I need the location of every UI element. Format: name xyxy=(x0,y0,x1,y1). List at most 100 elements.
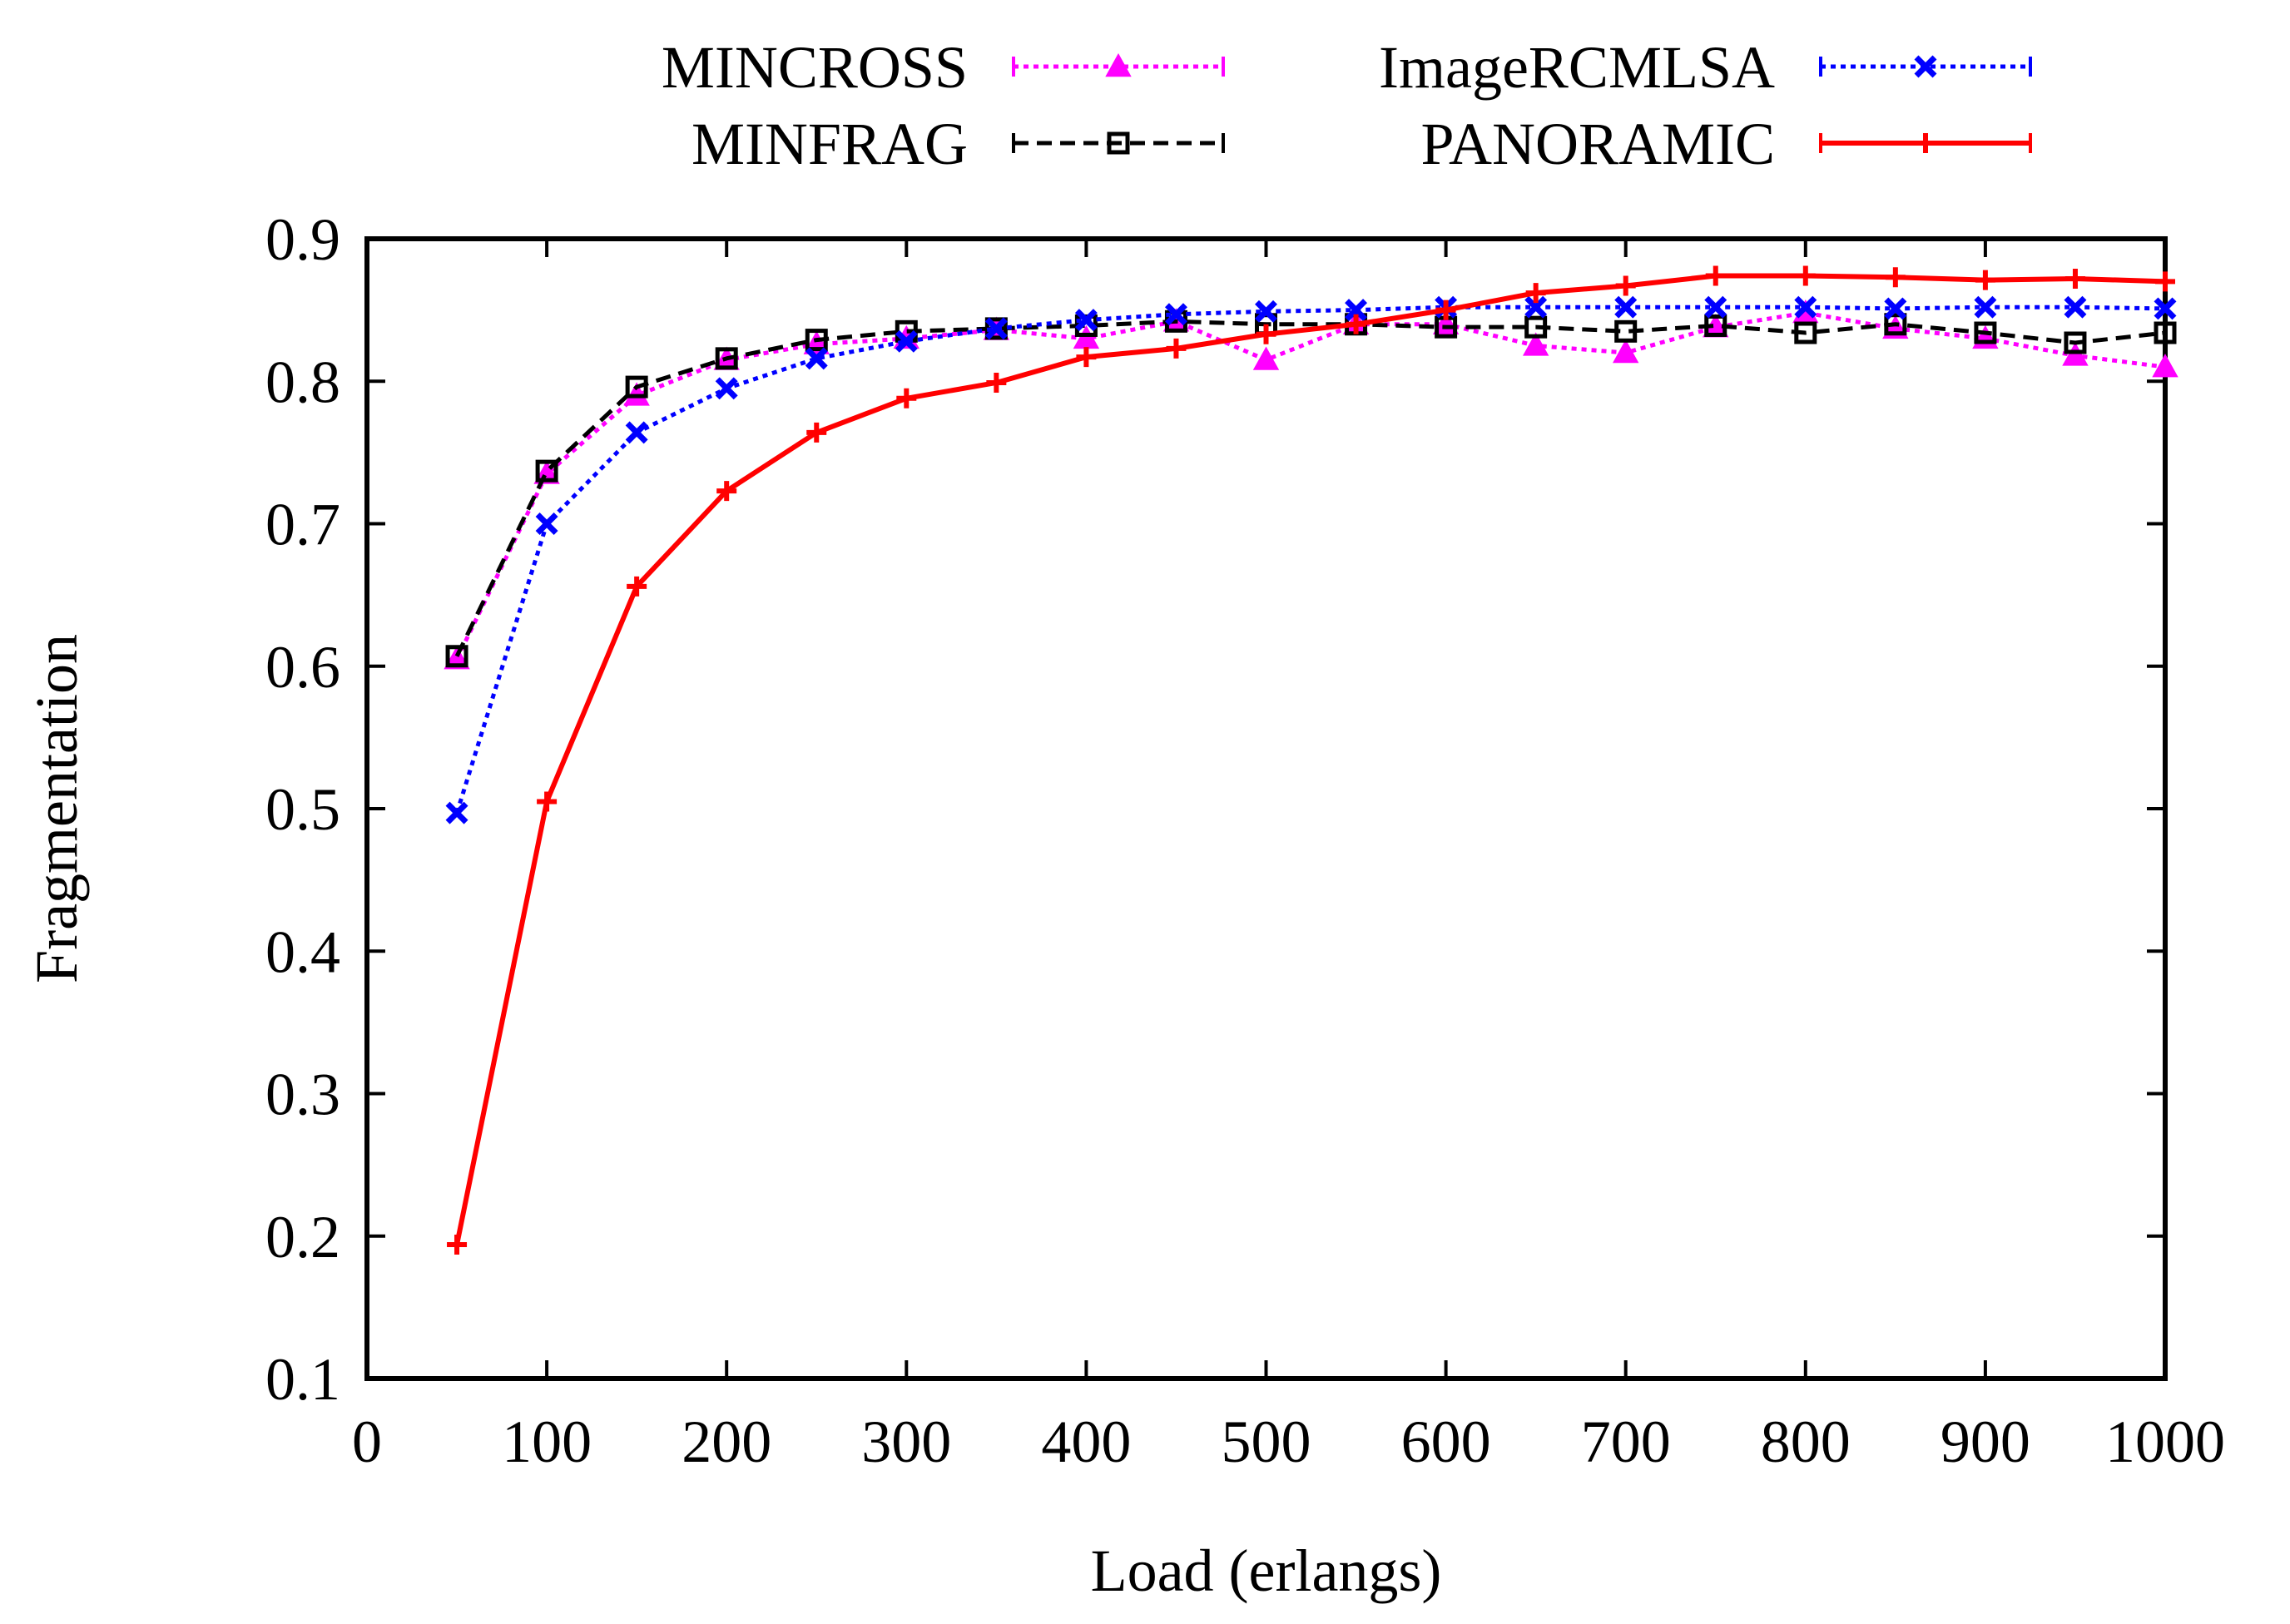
data-point-panoramic xyxy=(1256,324,1276,344)
data-point-minfrag xyxy=(535,459,558,483)
legend-marker xyxy=(1105,52,1132,77)
series-mincross xyxy=(444,299,2178,670)
data-point-panoramic xyxy=(2155,271,2175,292)
data-point-minfrag xyxy=(1974,321,1997,344)
y-tick-label: 0.5 xyxy=(265,776,340,843)
data-point-imagercmlsa xyxy=(445,801,468,824)
ticks-layer: 0 100 200 300 400 500 600 700 800 900 1000 0.1 0.2 0.… xyxy=(265,206,2225,1475)
x-tick-label: 300 xyxy=(861,1409,951,1475)
x-tick-label: 600 xyxy=(1401,1409,1491,1475)
data-point-imagercmlsa xyxy=(2154,297,2177,320)
data-point-imagercmlsa xyxy=(625,421,648,444)
data-point-imagercmlsa xyxy=(805,347,828,370)
data-point-minfrag xyxy=(1524,315,1548,339)
data-point-minfrag xyxy=(1794,321,1817,344)
legend-label: MINFRAG xyxy=(691,111,968,177)
legend-marker xyxy=(1107,131,1130,155)
data-point-imagercmlsa xyxy=(715,377,738,400)
series-panoramic xyxy=(447,265,2175,1255)
x-tick-label: 1000 xyxy=(2105,1409,2225,1475)
y-tick-label: 0.2 xyxy=(265,1204,340,1270)
series-layer xyxy=(444,265,2178,1255)
x-axis-label: Load (erlangs) xyxy=(1091,1537,1442,1604)
data-point-mincross xyxy=(1252,346,1280,370)
data-point-imagercmlsa xyxy=(1614,295,1638,319)
y-tick-label: 0.1 xyxy=(265,1346,340,1413)
series-line-minfrag xyxy=(454,319,2166,657)
data-point-panoramic xyxy=(1346,314,1366,334)
data-point-panoramic xyxy=(2064,268,2085,289)
x-tick-label: 800 xyxy=(1761,1409,1851,1475)
y-tick-label: 0.3 xyxy=(265,1062,340,1128)
legend-entry-mincross: MINCROSS xyxy=(662,34,1225,101)
series-line-imagercmlsa xyxy=(454,304,2166,814)
data-point-minfrag xyxy=(805,329,828,352)
legend-marker xyxy=(1914,55,1937,78)
series-line-panoramic xyxy=(454,273,2166,1245)
data-point-panoramic xyxy=(1076,347,1097,368)
y-tick-label: 0.6 xyxy=(265,634,340,701)
legend: MINCROSS MINFRAG ImageRCMLSA PANORAMIC xyxy=(662,34,2032,177)
data-point-imagercmlsa xyxy=(1884,297,1907,320)
data-point-minfrag xyxy=(2064,331,2087,354)
x-tick-label: 0 xyxy=(352,1409,382,1475)
data-point-panoramic xyxy=(627,576,647,597)
series-imagercmlsa xyxy=(445,295,2177,824)
data-point-imagercmlsa xyxy=(1164,303,1187,326)
y-tick-label: 0.4 xyxy=(265,918,340,985)
series-minfrag xyxy=(445,309,2177,668)
data-point-imagercmlsa xyxy=(895,329,918,353)
data-point-imagercmlsa xyxy=(1794,295,1817,319)
x-tick-label: 200 xyxy=(682,1409,771,1475)
data-point-imagercmlsa xyxy=(2064,295,2087,319)
x-tick-label: 500 xyxy=(1222,1409,1311,1475)
data-point-panoramic xyxy=(1435,300,1456,320)
series-line-mincross xyxy=(454,310,2166,661)
legend-entry-imagercmlsa: ImageRCMLSA xyxy=(1379,34,2032,101)
data-point-mincross xyxy=(444,646,470,670)
plot-border xyxy=(364,236,2168,1381)
data-point-mincross xyxy=(1613,339,1639,364)
legend-label: ImageRCMLSA xyxy=(1379,34,1775,101)
data-point-panoramic xyxy=(447,1235,468,1255)
y-axis-label: Fragmentation xyxy=(23,634,90,983)
legend-entry-panoramic: PANORAMIC xyxy=(1421,111,2032,177)
y-tick-label: 0.9 xyxy=(265,206,340,273)
data-point-panoramic xyxy=(1975,270,1995,290)
data-point-panoramic xyxy=(1166,338,1187,359)
data-point-panoramic xyxy=(1615,275,1636,296)
data-point-panoramic xyxy=(806,422,827,443)
data-point-minfrag xyxy=(625,375,648,399)
y-tick-label: 0.8 xyxy=(265,349,340,415)
data-point-imagercmlsa xyxy=(1074,309,1098,332)
legend-label: MINCROSS xyxy=(662,34,968,101)
data-point-imagercmlsa xyxy=(1255,300,1277,323)
data-point-panoramic xyxy=(1705,265,1726,286)
data-point-mincross xyxy=(1522,332,1549,356)
data-point-panoramic xyxy=(716,481,737,502)
data-point-panoramic xyxy=(1885,267,1906,288)
legend-label: PANORAMIC xyxy=(1421,111,1775,177)
plot-area xyxy=(364,236,2168,1381)
x-tick-label: 700 xyxy=(1581,1409,1671,1475)
data-point-panoramic xyxy=(1795,265,1816,286)
data-point-minfrag xyxy=(1704,314,1727,337)
x-tick-label: 900 xyxy=(1941,1409,2030,1475)
data-point-imagercmlsa xyxy=(1524,295,1548,319)
data-point-mincross xyxy=(2152,354,2178,378)
data-point-imagercmlsa xyxy=(1974,295,1997,319)
legend-entry-minfrag: MINFRAG xyxy=(691,111,1225,177)
data-point-minfrag xyxy=(2154,321,2177,344)
data-point-imagercmlsa xyxy=(984,317,1008,340)
data-point-mincross xyxy=(533,460,560,484)
data-point-minfrag xyxy=(1614,319,1638,343)
data-point-mincross xyxy=(2062,342,2089,366)
data-point-panoramic xyxy=(537,791,558,812)
data-point-panoramic xyxy=(986,372,1007,393)
x-tick-label: 400 xyxy=(1041,1409,1131,1475)
data-point-minfrag xyxy=(715,347,738,370)
data-point-imagercmlsa xyxy=(1345,299,1368,322)
legend-marker xyxy=(1916,133,1936,153)
data-point-minfrag xyxy=(445,645,468,668)
